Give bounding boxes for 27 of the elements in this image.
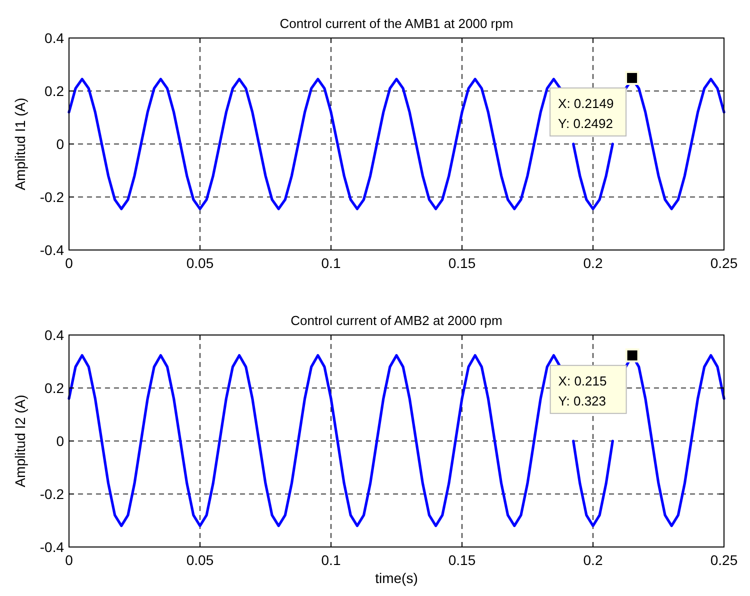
y-tick-label: 0.4 (44, 30, 64, 46)
y-tick-label: 0.2 (44, 83, 64, 99)
y-tick-label: -0.2 (40, 189, 64, 205)
x-axis-title: time(s) (375, 570, 418, 586)
y-axis-title: Amplitud I1 (A) (12, 98, 28, 190)
x-tick-label: 0.25 (710, 255, 738, 271)
y-tick-label: 0 (56, 136, 64, 152)
y-tick-label: -0.2 (40, 486, 64, 502)
annotation: X: 0.2149 Y: 0.2492 (558, 96, 614, 131)
y-tick-label: 0.2 (44, 380, 64, 396)
annotation: X: 0.215 Y: 0.323 (558, 373, 607, 408)
x-tick-label: 0.05 (186, 255, 214, 271)
x-tick-label: 0.1 (321, 255, 341, 271)
x-tick-label: 0.05 (186, 552, 214, 568)
x-tick-label: 0.2 (583, 255, 603, 271)
x-tick-label: 0.2 (583, 552, 603, 568)
chart-title: Control current of AMB2 at 2000 rpm (290, 313, 502, 328)
chart-title: Control current of the AMB1 at 2000 rpm (280, 16, 514, 31)
y-tick-label: 0 (56, 433, 64, 449)
x-tick-label: 0.25 (710, 552, 738, 568)
y-tick-label: -0.4 (40, 242, 64, 258)
y-tick-label: -0.4 (40, 539, 64, 555)
x-tick-label: 0.15 (448, 552, 476, 568)
x-tick-label: 0.1 (321, 552, 341, 568)
x-tick-label: 0.15 (448, 255, 476, 271)
y-tick-label: 0.4 (44, 327, 64, 343)
y-axis-title: Amplitud I2 (A) (12, 394, 28, 488)
